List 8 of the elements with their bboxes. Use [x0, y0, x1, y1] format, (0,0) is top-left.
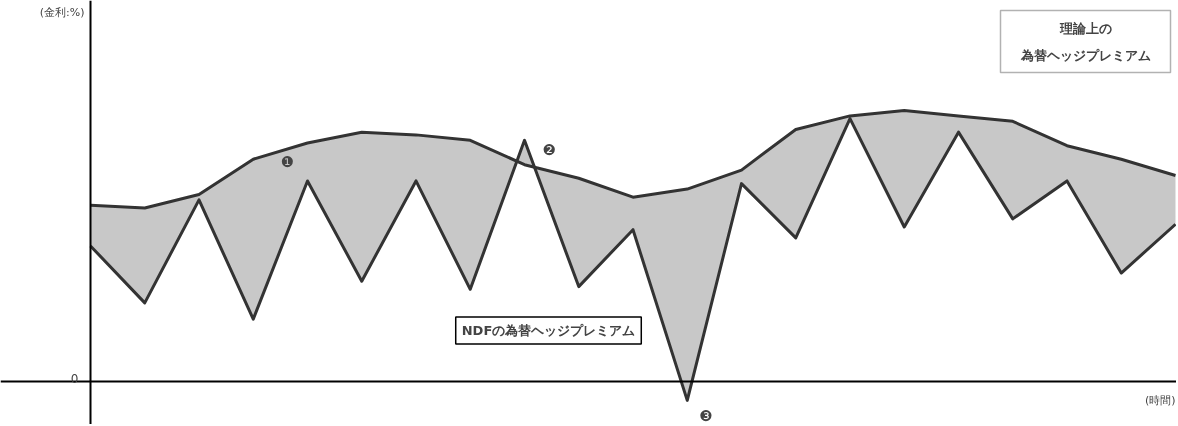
x-axis-title: (時間) [1144, 394, 1176, 408]
annotation: ❶ [280, 152, 295, 171]
annotation: ❷ [542, 141, 556, 160]
text: 理論上の [1058, 21, 1112, 36]
text: ❸ [699, 407, 713, 426]
text: (金利:%) [39, 6, 85, 19]
text: 為替ヘッジプレミアム [1019, 48, 1151, 63]
annotation: NDFの為替ヘッジプレミアム [461, 323, 636, 338]
